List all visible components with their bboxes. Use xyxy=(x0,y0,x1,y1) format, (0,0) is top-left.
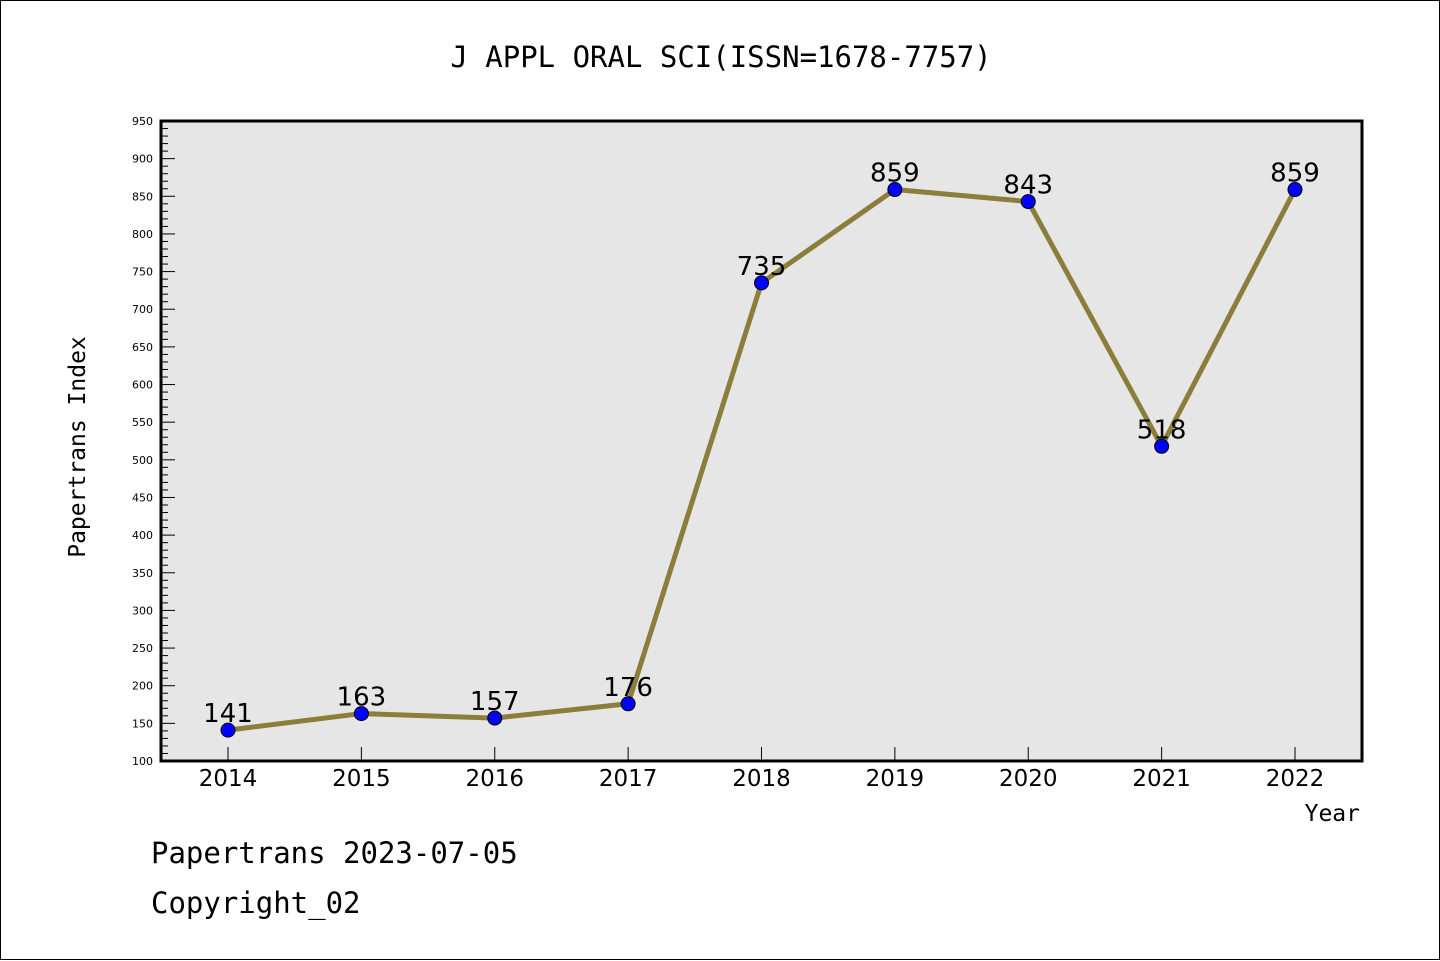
data-point xyxy=(487,710,503,726)
y-tick-label: 850 xyxy=(132,190,153,203)
data-point xyxy=(887,182,903,198)
y-tick-label: 800 xyxy=(132,228,153,241)
y-tick-label: 900 xyxy=(132,153,153,166)
y-tick-label: 150 xyxy=(132,717,153,730)
data-point xyxy=(353,706,369,722)
data-label: 735 xyxy=(737,252,787,282)
y-tick-label: 600 xyxy=(132,379,153,392)
y-tick-label: 700 xyxy=(132,303,153,316)
y-tick-label: 300 xyxy=(132,604,153,617)
data-label: 859 xyxy=(870,159,920,189)
y-axis-label: Papertrans Index xyxy=(65,336,91,558)
y-tick-label: 950 xyxy=(132,115,153,128)
y-tick-label: 750 xyxy=(132,266,153,279)
x-tick-label: 2018 xyxy=(732,766,791,792)
footer-date: Papertrans 2023-07-05 xyxy=(151,836,518,870)
x-tick-label: 2020 xyxy=(999,766,1058,792)
series-line-group xyxy=(220,182,1303,738)
x-tick-label: 2016 xyxy=(465,766,524,792)
data-point xyxy=(754,275,769,291)
data-label: 843 xyxy=(1003,171,1053,201)
data-point xyxy=(220,722,236,738)
y-tick-label: 650 xyxy=(132,341,153,354)
y-tick-label: 550 xyxy=(132,416,153,429)
x-tick-label: 2019 xyxy=(866,766,925,792)
x-tick-label: 2015 xyxy=(332,766,391,792)
data-point xyxy=(1287,182,1303,198)
x-tick-label: 2022 xyxy=(1266,766,1325,792)
data-point xyxy=(1154,438,1170,454)
data-label: 176 xyxy=(603,673,653,703)
data-labels: 141 163 157 176 735 859 843 518 859 xyxy=(203,159,1320,730)
data-label: 157 xyxy=(470,687,520,717)
data-point xyxy=(620,696,636,712)
x-axis-label: Year xyxy=(1305,801,1360,827)
y-tick-label: 200 xyxy=(132,680,153,693)
y-tick-label: 350 xyxy=(132,567,153,580)
x-tick-label: 2014 xyxy=(199,766,258,792)
y-tick-label: 100 xyxy=(132,755,153,768)
y-tick-label: 400 xyxy=(132,529,153,542)
y-tick-label: 450 xyxy=(132,491,153,504)
data-point xyxy=(1020,194,1036,210)
y-tick-label: 500 xyxy=(132,454,153,467)
plot-border xyxy=(159,119,1364,763)
y-tick-label: 250 xyxy=(132,642,153,655)
footer-copyright: Copyright_02 xyxy=(151,886,361,920)
axes: 100 150 200 250 300 350 400 450 500 550 600 650 700 7… xyxy=(132,115,1324,792)
chart-title: J APPL ORAL SCI(ISSN=1678-7757) xyxy=(450,40,991,74)
data-label: 163 xyxy=(337,683,387,713)
data-label: 518 xyxy=(1137,415,1187,445)
x-tick-label: 2017 xyxy=(599,766,658,792)
data-label: 859 xyxy=(1270,159,1320,189)
data-label: 141 xyxy=(203,699,253,729)
x-tick-label: 2021 xyxy=(1132,766,1191,792)
